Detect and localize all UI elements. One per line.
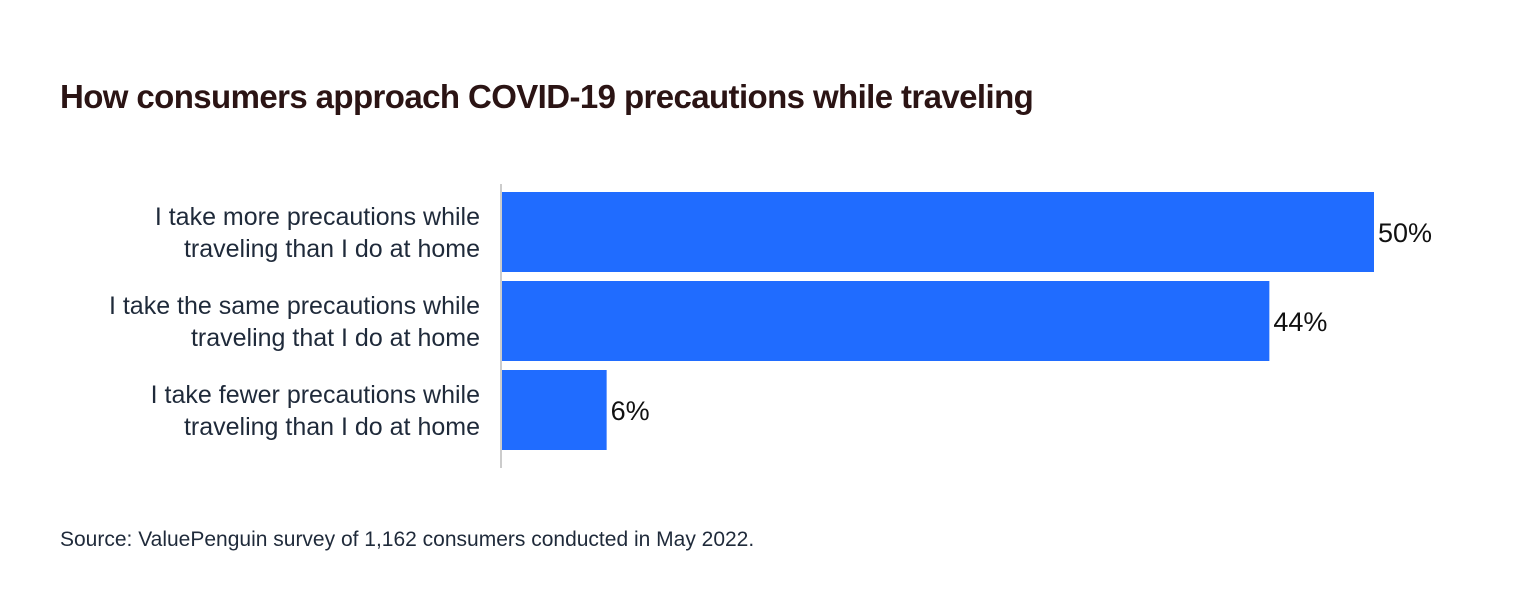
category-label-line: traveling than I do at home xyxy=(184,235,480,263)
data-label-2: 44% xyxy=(1273,307,1327,337)
bar-2 xyxy=(502,281,1270,361)
bar-3 xyxy=(502,370,607,450)
bar-1 xyxy=(502,192,1374,272)
category-label-line: I take the same precautions while xyxy=(109,292,480,320)
category-label-line: I take more precautions while xyxy=(155,203,480,231)
labels-group: 50% I take more precautions while travelin… xyxy=(109,203,1432,441)
bars-group xyxy=(502,192,1374,450)
category-label-1: I take more precautions while traveling t… xyxy=(155,203,480,263)
source-note: Source: ValuePenguin survey of 1,162 con… xyxy=(60,528,755,551)
category-label-2: I take the same precautions while traveli… xyxy=(109,292,480,352)
chart-title: How consumers approach COVID-19 precauti… xyxy=(60,78,1034,115)
category-label-line: traveling that I do at home xyxy=(191,324,480,352)
data-label-1: 50% xyxy=(1378,218,1432,248)
category-label-line: I take fewer precautions while xyxy=(151,381,480,409)
data-label-3: 6% xyxy=(611,396,650,426)
category-label-line: traveling than I do at home xyxy=(184,413,480,441)
category-label-3: I take fewer precautions while traveling … xyxy=(151,381,480,441)
